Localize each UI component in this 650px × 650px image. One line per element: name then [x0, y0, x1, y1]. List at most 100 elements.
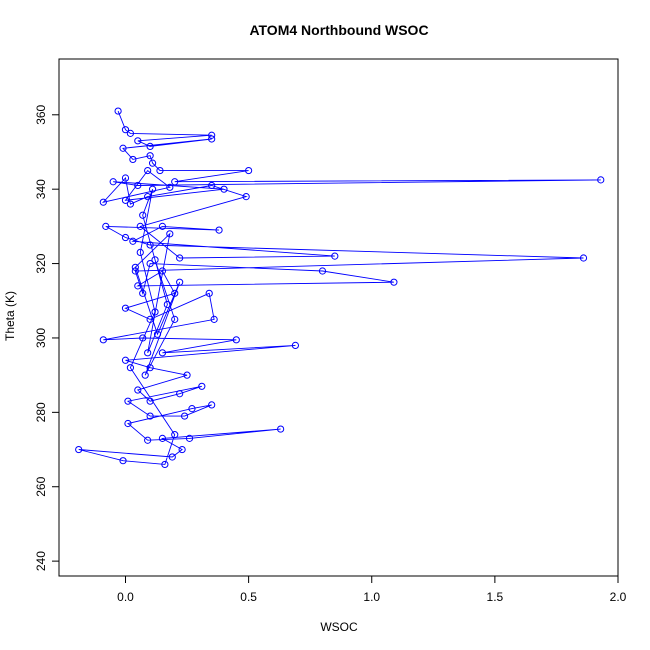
data-point [185, 434, 194, 442]
y-tick-label: 260 [34, 476, 48, 496]
data-point [208, 181, 216, 190]
data-point [597, 176, 605, 184]
data-point [99, 336, 107, 344]
x-tick-label: 1.5 [487, 590, 504, 604]
plot-area [58, 58, 619, 577]
data-point [156, 166, 164, 175]
data-point [134, 282, 142, 290]
series-points [75, 107, 605, 469]
data-point [121, 304, 130, 312]
data-point [158, 222, 167, 230]
data-point [208, 135, 216, 143]
data-point [166, 183, 174, 191]
y-tick-label: 320 [34, 253, 48, 273]
data-point [146, 364, 154, 372]
data-point [129, 155, 137, 164]
series-line [78, 110, 601, 465]
data-point [99, 198, 107, 206]
y-tick-label: 360 [34, 104, 48, 124]
data-point [146, 241, 154, 249]
data-point [119, 457, 127, 465]
data-point [168, 453, 176, 461]
data-point [134, 386, 142, 394]
data-point [139, 334, 147, 342]
data-point [245, 166, 253, 175]
data-point [151, 308, 159, 316]
data-point [144, 349, 152, 357]
data-point [158, 267, 167, 275]
data-point [171, 289, 179, 297]
data-point [158, 434, 167, 442]
y-tick-label: 300 [34, 328, 48, 348]
data-point [144, 436, 152, 444]
data-point [75, 445, 83, 454]
data-point [151, 256, 159, 264]
data-point [141, 371, 149, 379]
data-point [163, 300, 171, 309]
x-axis: 0.0 0.5 1.0 1.5 2.0 [117, 576, 627, 604]
data-point [146, 397, 154, 405]
data-point [121, 233, 130, 242]
data-point [331, 252, 339, 260]
x-axis-label: WSOC [320, 620, 358, 634]
data-point [121, 126, 130, 134]
data-point [183, 371, 191, 379]
data-point [148, 185, 157, 193]
data-point [158, 349, 167, 357]
data-point [277, 425, 285, 433]
chart-title: ATOM4 Northbound WSOC [249, 22, 428, 38]
data-point [146, 142, 154, 151]
data-point [220, 185, 228, 193]
x-tick-label: 1.0 [363, 590, 380, 604]
data-point [390, 278, 398, 286]
x-tick-label: 0.0 [117, 590, 134, 604]
data-point [198, 382, 206, 390]
data-point [146, 259, 154, 268]
data-point [208, 131, 216, 139]
data-point [180, 412, 189, 420]
data-point [144, 166, 152, 175]
data-point [153, 330, 162, 338]
data-point [126, 200, 135, 208]
data-point [146, 412, 154, 420]
data-point [176, 254, 184, 262]
y-axis-label: Theta (K) [3, 291, 17, 341]
data-point [176, 390, 184, 398]
data-point [126, 129, 135, 137]
data-point [114, 107, 122, 115]
data-point [129, 237, 137, 245]
x-tick-label: 0.5 [240, 590, 257, 604]
data-point [208, 401, 216, 409]
data-point [109, 178, 117, 186]
data-point [232, 336, 240, 344]
data-point [136, 248, 144, 257]
data-point [131, 263, 139, 271]
data-point [131, 267, 139, 275]
data-point [124, 419, 132, 428]
data-point [121, 356, 130, 364]
data-point [579, 254, 588, 262]
x-tick-label: 2.0 [610, 590, 627, 604]
data-point [148, 159, 157, 167]
data-point [318, 267, 327, 275]
y-tick-label: 240 [34, 551, 48, 571]
data-point [102, 222, 110, 230]
data-point [146, 152, 154, 160]
data-point [176, 278, 184, 286]
data-point [119, 144, 127, 152]
data-point [178, 445, 186, 454]
data-point [134, 181, 142, 190]
data-point [126, 364, 135, 372]
data-point [139, 211, 147, 219]
data-point [166, 230, 174, 238]
data-point [210, 315, 218, 323]
series-lines [78, 110, 601, 465]
data-point [134, 137, 142, 145]
y-tick-label: 340 [34, 179, 48, 199]
data-point [139, 289, 147, 297]
data-point [121, 196, 130, 204]
y-axis: 240 260 280 300 320 340 360 [34, 104, 59, 571]
data-point [124, 397, 132, 405]
data-point [171, 315, 179, 323]
data-point [144, 193, 152, 201]
